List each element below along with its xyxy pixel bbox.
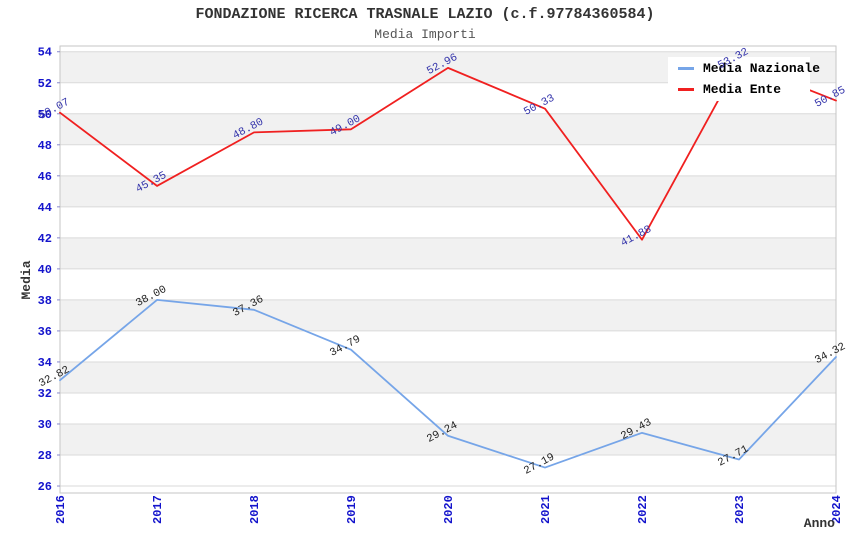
x-tick-label: 2019	[345, 495, 359, 524]
y-tick-label: 40	[38, 263, 52, 277]
y-tick-label: 38	[38, 294, 52, 308]
y-tick-label: 30	[38, 418, 52, 432]
plot-band	[60, 361, 836, 393]
chart-subtitle: Media Importi	[374, 27, 476, 42]
series-line-media-nazionale	[59, 298, 837, 469]
plot-band	[60, 113, 836, 145]
y-tick-label: 44	[38, 201, 52, 215]
plot-border	[59, 45, 837, 494]
series-line-media-ente	[59, 61, 837, 241]
plot-band	[60, 299, 836, 331]
legend-item-media-nazionale: Media Nazionale	[668, 59, 820, 79]
y-tick-label: 26	[38, 480, 52, 494]
plot-band	[60, 237, 836, 269]
x-tick-label: 2022	[636, 495, 650, 524]
plot-band	[60, 423, 836, 456]
x-tick-label: 2024	[830, 495, 844, 524]
legend-item-media-ente: Media Ente	[668, 79, 810, 99]
legend-label: Media Nazionale	[703, 61, 821, 77]
plot-band	[60, 175, 836, 207]
x-axis-title: Anno	[803, 516, 835, 531]
media-nazionale-line-swatch	[678, 67, 694, 71]
x-tick-label: 2021	[539, 495, 553, 524]
y-tick-label: 54	[38, 46, 52, 60]
y-tick-label: 42	[38, 232, 52, 246]
x-tick-label: 2016	[54, 495, 68, 524]
y-tick-label: 36	[38, 325, 52, 339]
y-tick-label: 52	[38, 77, 52, 91]
y-tick-label: 34	[38, 356, 52, 370]
y-axis-title: Media	[18, 260, 34, 300]
y-tick-label: 48	[38, 139, 52, 153]
x-tick-label: 2020	[442, 495, 456, 524]
x-tick-label: 2023	[733, 495, 747, 524]
x-tick-label: 2018	[248, 495, 262, 524]
chart-title: FONDAZIONE RICERCA TRASNALE LAZIO (c.f.9…	[195, 6, 655, 23]
y-tick-label: 50	[38, 108, 52, 122]
y-tick-label: 46	[38, 170, 52, 184]
media-ente-line-swatch	[678, 87, 694, 91]
y-tick-label: 28	[38, 449, 52, 463]
x-tick-label: 2017	[151, 495, 165, 524]
legend-label: Media Ente	[703, 81, 782, 97]
y-tick-label: 32	[38, 387, 52, 401]
legend: Media Nazionale Media Ente	[668, 57, 820, 101]
